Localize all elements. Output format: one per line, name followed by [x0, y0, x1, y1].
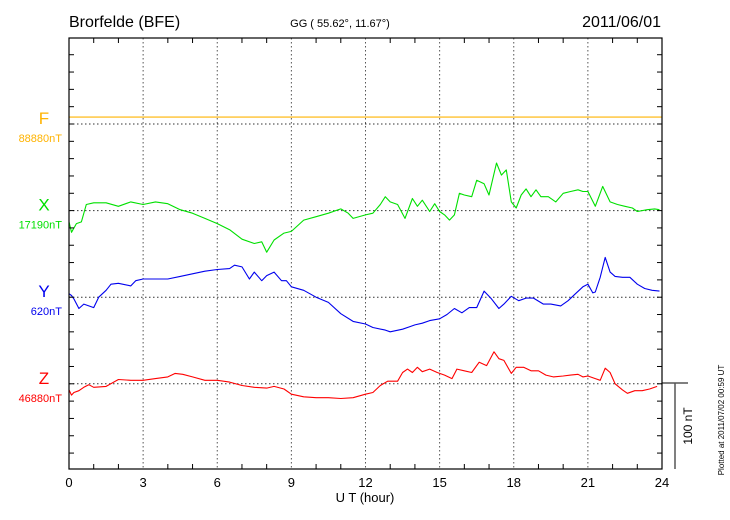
plotted-timestamp: Plotted at 2011/07/02 00:59 UT [717, 365, 726, 476]
grid [69, 38, 662, 469]
baseline-value-y: 620nT [31, 306, 62, 318]
x-axis-title: U T (hour) [336, 490, 395, 505]
baseline-value-z: 46880nT [19, 393, 63, 405]
plot-frame [68, 37, 663, 470]
x-tick-label: 6 [214, 475, 221, 490]
series-labels: F 88880nT X 17190nT Y 620nT Z 46880nT [19, 109, 63, 405]
x-tick-label: 9 [288, 475, 295, 490]
baseline-value-x: 17190nT [19, 220, 63, 232]
series-label-f: F [39, 109, 49, 128]
x-tick-label: 15 [432, 475, 446, 490]
trace-z [68, 351, 658, 400]
date-label: 2011/06/01 [582, 14, 661, 31]
coordinates-label: GG ( 55.62°, 11.67°) [290, 18, 390, 30]
trace-x [68, 162, 660, 253]
axes: 0 3 6 9 12 15 18 21 24 [65, 37, 669, 490]
x-tick-label: 0 [65, 475, 72, 490]
x-tick-label: 21 [581, 475, 595, 490]
baseline-value-f: 88880nT [19, 133, 63, 145]
x-tick-label: 12 [358, 475, 372, 490]
series-label-x: X [38, 196, 49, 215]
trace-y [68, 256, 660, 333]
x-tick-label: 24 [655, 475, 669, 490]
station-title: Brorfelde (BFE) [69, 14, 180, 31]
x-tick-label: 3 [140, 475, 147, 490]
traces [68, 116, 662, 400]
series-label-z: Z [39, 369, 49, 388]
series-label-y: Y [38, 282, 49, 301]
x-tick-label: 18 [507, 475, 521, 490]
scale-bar-label: 100 nT [681, 407, 695, 445]
